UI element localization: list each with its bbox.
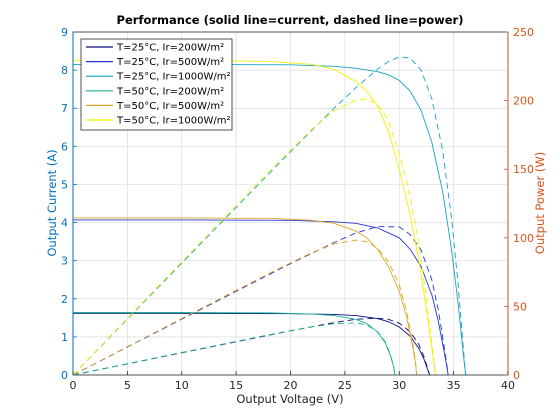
series-6-current-line <box>73 60 436 376</box>
x-tick-label: 40 <box>501 379 515 392</box>
x-tick-label: 30 <box>392 379 406 392</box>
left-y-tick-label: 6 <box>61 140 68 153</box>
left-y-tick-label: 2 <box>61 293 68 306</box>
right-y-tick-label: 150 <box>513 163 534 176</box>
x-tick-label: 5 <box>124 379 131 392</box>
right-y-tick-label: 100 <box>513 232 534 245</box>
left-y-axis-label: Output Current (A) <box>45 149 59 256</box>
left-y-tick-label: 0 <box>61 369 68 382</box>
legend-entry-label: T=50°C, Ir=1000W/m² <box>116 116 230 127</box>
series-3-power-line <box>72 56 467 376</box>
x-axis: 0 5 10 15 20 25 30 35 40 <box>70 371 515 392</box>
legend-entry-label: T=50°C, Ir=500W/m² <box>116 101 224 112</box>
right-y-axis: 0 50 100 150 200 250 <box>504 26 534 382</box>
left-y-tick-label: 8 <box>61 64 68 77</box>
series-layer <box>72 56 467 376</box>
series-3-current-line <box>73 63 467 376</box>
x-tick-label: 35 <box>447 379 461 392</box>
left-y-tick-label: 3 <box>61 255 68 268</box>
grid <box>73 32 508 375</box>
left-y-tick-label: 4 <box>61 217 68 230</box>
x-tick-label: 20 <box>284 379 298 392</box>
right-y-tick-label: 250 <box>513 26 534 39</box>
x-tick-label: 10 <box>175 379 189 392</box>
x-tick-label: 0 <box>70 379 77 392</box>
series-5-power-line <box>72 239 418 376</box>
legend: T=25°C, Ir=200W/m² T=25°C, Ir=500W/m² T=25… <box>80 38 233 131</box>
legend-entry-label: T=25°C, Ir=1000W/m² <box>116 72 230 83</box>
series-5-current-line <box>73 217 418 376</box>
series-6-power-line <box>72 98 436 376</box>
legend-box <box>80 38 233 131</box>
series-2-current-line <box>73 219 449 376</box>
left-y-tick-label: 7 <box>61 102 68 115</box>
series-2-power-line <box>72 226 449 376</box>
legend-entry-label: T=25°C, Ir=200W/m² <box>116 43 224 54</box>
legend-entry-label: T=25°C, Ir=500W/m² <box>116 57 224 68</box>
left-y-axis: 0 1 2 3 4 5 6 7 8 9 <box>61 26 77 382</box>
left-y-tick-label: 9 <box>61 26 68 39</box>
right-y-axis-label: Output Power (W) <box>533 152 547 254</box>
left-y-tick-label: 5 <box>61 178 68 191</box>
right-y-tick-label: 0 <box>513 369 520 382</box>
series-4-current-line <box>73 312 396 376</box>
x-tick-label: 25 <box>338 379 352 392</box>
chart-title: Performance (solid line=current, dashed … <box>117 13 464 27</box>
x-axis-label: Output Voltage (V) <box>236 392 343 406</box>
left-y-tick-label: 1 <box>61 331 68 344</box>
x-tick-label: 15 <box>229 379 243 392</box>
legend-entry-label: T=50°C, Ir=200W/m² <box>116 86 224 97</box>
right-y-tick-label: 50 <box>513 300 527 313</box>
right-y-tick-label: 200 <box>513 95 534 108</box>
